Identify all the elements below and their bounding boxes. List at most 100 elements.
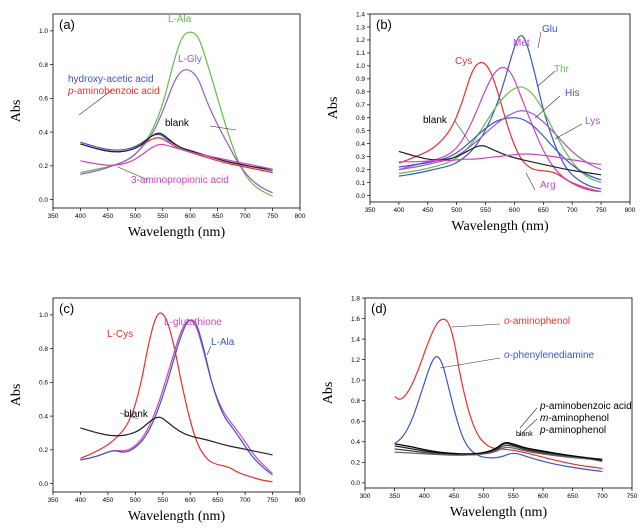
x-tick-label: 450	[422, 207, 433, 214]
x-tick-label: 600	[509, 207, 520, 214]
y-tick-label: 1.4	[356, 11, 365, 18]
annotation-label: L-Gly	[178, 54, 202, 65]
x-tick-label: 700	[240, 213, 251, 220]
series-line-5	[80, 143, 273, 170]
y-tick-label: 0.2	[351, 460, 360, 467]
chart-panel-b: 350 400 450 500 550 600 650 700 750 800 0.0 0.1 0.2 0…	[326, 11, 636, 234]
leader-line	[518, 418, 538, 437]
series-line-1	[394, 356, 603, 473]
y-tick-label: 0.2	[39, 163, 48, 170]
panel-label: (c)	[59, 301, 74, 316]
annotation-prefix: o	[504, 316, 510, 327]
annotation-rest: -aminobenzoic acid	[74, 86, 160, 97]
y-tick-label: 1.2	[351, 357, 360, 364]
x-tick-label: 550	[480, 207, 491, 214]
annotation-rest: -aminophenol	[510, 316, 571, 327]
annotation-label: 3-aminopropionic acid	[131, 175, 229, 186]
x-tick-label: 400	[75, 213, 86, 220]
annotation-label: o-phenylenediamine	[504, 350, 595, 361]
chart-panel-c: 350 400 450 500 550 600 650 700 750 800 0.0 0.2 0.4 0…	[9, 297, 306, 524]
leader-line	[525, 172, 536, 191]
x-tick-label: 400	[393, 207, 404, 214]
annotation-rest: -aminophenol	[548, 413, 609, 424]
y-tick-label: 0.6	[39, 96, 48, 103]
panel-label: (d)	[371, 301, 387, 316]
y-tick-label: 1.6	[351, 316, 360, 323]
plot-frame	[369, 13, 631, 203]
y-tick-label: 0.6	[39, 380, 48, 387]
x-tick-label: 400	[75, 497, 86, 504]
x-tick-label: 350	[389, 493, 400, 500]
leader-line	[519, 407, 538, 429]
annotation-rest: -aminobenzoic acid	[546, 401, 632, 412]
y-tick-label: 0.0	[356, 193, 365, 200]
x-axis-label: Wavelength (nm)	[128, 509, 226, 524]
x-tick-label: 800	[625, 207, 636, 214]
series-line-6	[398, 145, 602, 176]
leader-line	[119, 412, 139, 420]
plot-frame	[364, 297, 633, 489]
x-tick-label: 600	[538, 493, 549, 500]
y-tick-label: 0.4	[39, 413, 48, 420]
x-tick-label: 450	[102, 213, 113, 220]
x-tick-label: 700	[240, 497, 251, 504]
y-tick-label: 0.3	[356, 154, 365, 161]
series-line-0	[80, 312, 274, 483]
y-tick-label: 0.2	[39, 447, 48, 454]
y-axis-label: Abs	[321, 382, 336, 405]
y-tick-label: 1.0	[39, 28, 48, 35]
annotation-label: blank	[423, 115, 448, 126]
y-tick-label: 0.0	[39, 197, 48, 204]
y-tick-label: 1.8	[351, 295, 360, 302]
series-line-5	[398, 110, 602, 171]
series-line-0	[398, 61, 602, 193]
annotation-label: p-aminobenzoic acid	[67, 86, 160, 97]
series-line-1	[398, 66, 602, 193]
x-axis-label: Wavelength (nm)	[128, 225, 226, 240]
series-line-3	[80, 416, 273, 456]
annotation-label: p-aminobenzoic acid	[539, 401, 632, 412]
annotation-prefix: o	[504, 350, 510, 361]
annotation-label: Arg	[540, 180, 556, 191]
annotation-prefix: p	[539, 401, 546, 412]
y-tick-label: 0.6	[356, 115, 365, 122]
x-tick-label: 500	[478, 493, 489, 500]
leader-line	[554, 123, 583, 140]
x-tick-label: 750	[267, 497, 278, 504]
y-tick-label: 0.8	[39, 346, 48, 353]
annotation-label: L-glutathione	[164, 317, 222, 328]
y-axis-label: Abs	[9, 100, 24, 123]
annotation-label: blank	[165, 118, 190, 129]
leader-line	[117, 166, 149, 181]
y-tick-label: 0.8	[39, 62, 48, 69]
annotation-label: Lys	[585, 116, 600, 127]
chart-panel-a: 350 400 450 500 550 600 650 700 750 800 0.0 0.2 0.4 0…	[9, 13, 306, 240]
annotation-label: Glu	[542, 24, 558, 35]
y-tick-label: 0.8	[351, 398, 360, 405]
y-tick-label: 0.2	[356, 167, 365, 174]
x-tick-label: 450	[449, 493, 460, 500]
annotation-label: m-aminophenol	[540, 413, 609, 424]
chart-panel-d: 300 350 400 450 500 550 600 650 700 750 0.0 0.2 0.4 0…	[321, 295, 638, 520]
y-tick-label: 1.4	[351, 336, 360, 343]
y-tick-label: 0.1	[356, 180, 365, 187]
y-tick-label: 1.2	[356, 37, 365, 44]
y-tick-label: 0.7	[356, 102, 365, 109]
leader-line	[537, 70, 556, 87]
series-line-5	[394, 441, 603, 461]
series-line-7	[398, 153, 602, 166]
annotation-label: Cys	[455, 56, 472, 67]
x-tick-label: 350	[48, 497, 59, 504]
x-tick-label: 750	[596, 207, 607, 214]
x-tick-label: 550	[157, 213, 168, 220]
series-line-1	[80, 319, 274, 475]
leader-line	[534, 95, 561, 119]
panel-label: (a)	[59, 17, 75, 32]
y-tick-label: 0.0	[351, 480, 360, 487]
leader-line	[209, 125, 237, 131]
annotation-label: Met	[513, 38, 530, 49]
annotation-prefix: p	[539, 425, 546, 436]
x-axis-label: Wavelength (nm)	[451, 219, 549, 234]
x-tick-label: 650	[212, 213, 223, 220]
series-line-2	[80, 319, 274, 476]
